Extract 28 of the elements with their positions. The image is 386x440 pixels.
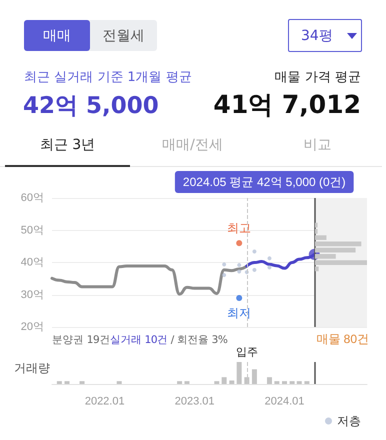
y-tick-label: 20억 (20, 321, 44, 333)
text: 분양권 19건 (52, 334, 110, 346)
ref-line-label: 입주 (236, 346, 258, 358)
y-tick-label: 50억 (20, 224, 44, 236)
y-axis-title: 거래량 (14, 361, 50, 375)
x-tick-label: 2022.01 (84, 396, 125, 408)
text: 41억 7,012 (213, 89, 361, 121)
y-tick-label: 30억 (20, 288, 44, 301)
annotation: 최고 (227, 221, 252, 236)
text: 최근 3년 (38, 136, 96, 154)
text: 비교 (302, 136, 332, 154)
text: 매물 80건 (316, 332, 370, 346)
text: / 회전율 3% (170, 334, 228, 346)
x-tick-label: 2023.01 (174, 396, 214, 408)
y-tick-label: 60억 (20, 192, 44, 204)
text: 매매 (24, 20, 90, 51)
x-tick-label: 2024.01 (264, 396, 304, 408)
text: 전월세 (102, 26, 146, 46)
text: 실거래 10건 (110, 334, 168, 346)
text: 34평 (301, 26, 333, 44)
text: 최근 실거래 기준 1개월 평균 (24, 69, 192, 86)
annotation: 최저 (227, 306, 252, 320)
text: 42억 5,000 (23, 92, 159, 121)
text: 매물 가격 평균 (274, 69, 361, 86)
legend-label: 저층 (337, 414, 361, 428)
text: 매매/전세 (161, 136, 224, 154)
y-tick-label: 40억 (20, 256, 44, 268)
ref-line-label: 2024.05 평균 42억 5,000 (0건) (182, 175, 346, 189)
